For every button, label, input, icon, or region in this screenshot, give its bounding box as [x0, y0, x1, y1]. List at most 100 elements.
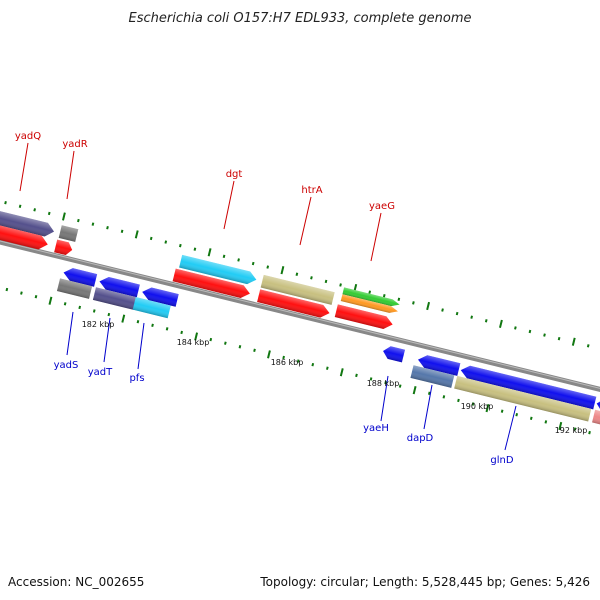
leader-yadR — [66, 150, 75, 200]
forward-tick — [528, 329, 532, 334]
reverse-tick — [63, 302, 67, 306]
reverse-tick — [544, 420, 548, 424]
forward-tick — [571, 337, 576, 346]
reverse-tick — [121, 314, 126, 323]
reverse-tick — [92, 309, 96, 313]
gene-pfs-blue-shade — [142, 287, 179, 307]
gene-yaeH-shade — [383, 346, 405, 363]
gene-htrA-khaki — [260, 274, 335, 305]
gene-dapD-blue — [418, 355, 461, 376]
gene-next-pink-shade — [592, 409, 600, 428]
gene-yadR-gray-shade — [58, 225, 79, 242]
forward-tick — [295, 272, 299, 276]
scale-label-188: 188 kbp — [367, 379, 400, 388]
gene-label-glnD: glnD — [490, 455, 513, 466]
gene-dgt-cyan — [179, 254, 257, 285]
reverse-tick — [296, 359, 300, 363]
gene-dapD — [410, 365, 455, 388]
gene-yadS-blue-shade — [63, 268, 98, 287]
gene-yadT-shade — [92, 287, 137, 310]
scale-label-192: 192 kbp — [555, 426, 588, 435]
forward-tick — [368, 290, 372, 294]
forward-tick — [251, 261, 255, 266]
forward-tick — [222, 254, 226, 259]
leader-htrA — [299, 196, 312, 246]
gene-label-pfs: pfs — [129, 373, 144, 384]
gene-next-pink — [592, 409, 600, 428]
forward-tick — [455, 311, 459, 316]
gene-yadS — [56, 278, 93, 299]
gene-yaeG-orange-shade — [340, 294, 398, 313]
forward-tick — [91, 222, 95, 226]
forward-tick — [149, 236, 153, 241]
leader-yadS — [66, 311, 74, 356]
scale-label-186: 186 kbp — [271, 358, 304, 367]
forward-tick — [280, 266, 285, 275]
leader-pfs — [137, 322, 145, 370]
forward-tick — [179, 243, 182, 248]
label-leader-lines — [19, 142, 517, 451]
scale-label-184: 184 kbp — [177, 338, 210, 347]
gene-htrA-khaki-shade — [260, 274, 335, 305]
reverse-tick — [5, 287, 9, 292]
gene-dapD-blue-shade — [418, 355, 461, 376]
forward-tick — [514, 326, 517, 330]
forward-tick — [18, 204, 22, 208]
gene-yaeG-green — [342, 287, 400, 307]
reverse-tick — [20, 291, 23, 295]
gene-yadQ-shade — [0, 215, 48, 250]
gene-yadR-shade — [54, 239, 73, 256]
scale-label-182: 182 kbp — [82, 320, 115, 329]
reverse-tick — [136, 320, 140, 324]
gene-features — [0, 198, 600, 428]
forward-tick — [33, 208, 37, 212]
forward-tick-row — [4, 200, 590, 348]
genome-arc — [0, 198, 600, 435]
reverse-tick — [471, 402, 475, 406]
forward-tick — [557, 336, 561, 341]
reverse-tick — [485, 403, 490, 413]
forward-tick — [397, 297, 401, 301]
forward-tick — [310, 276, 313, 280]
gene-dgt-shade — [172, 268, 250, 299]
gene-label-htrA: htrA — [301, 185, 322, 196]
forward-tick — [120, 229, 124, 234]
backbone-highlight — [0, 231, 600, 404]
reverse-tick — [573, 427, 577, 431]
gene-yaeG-orange — [340, 294, 398, 313]
reverse-tick — [209, 337, 213, 342]
forward-tick — [77, 218, 80, 223]
forward-tick — [426, 301, 431, 311]
gene-yadQ-upstream-shade — [0, 198, 55, 237]
reverse-tick — [412, 386, 417, 395]
reverse-tick — [398, 384, 402, 388]
gene-yadR-gray — [58, 225, 79, 242]
forward-tick — [61, 212, 66, 221]
gene-yaeG — [334, 304, 393, 329]
gene-dgt-cyan-shade — [179, 254, 257, 285]
gene-glnD-blue-shade — [460, 365, 597, 410]
forward-tick — [324, 279, 328, 284]
gene-yadS-shade — [56, 278, 93, 299]
reverse-tick — [369, 377, 373, 381]
gene-pfs-shade — [132, 296, 171, 319]
leader-yadT — [103, 317, 111, 363]
gene-yadS-blue — [63, 268, 98, 287]
reverse-tick — [442, 395, 446, 399]
forward-tick — [193, 247, 197, 251]
reverse-tick — [165, 327, 169, 331]
reverse-tick — [515, 413, 519, 417]
forward-tick — [499, 319, 503, 328]
reverse-tick — [238, 345, 242, 349]
reverse-tick — [339, 368, 344, 377]
reverse-tick — [34, 294, 38, 299]
forward-tick — [164, 240, 168, 244]
reverse-tick — [151, 323, 154, 327]
forward-tick — [47, 211, 51, 216]
reverse-tick — [194, 332, 199, 341]
forward-tick — [543, 333, 546, 337]
reverse-tick-row — [5, 287, 591, 435]
reverse-tick — [355, 373, 358, 378]
reverse-tick — [384, 380, 387, 385]
gene-yaeH — [383, 346, 405, 363]
